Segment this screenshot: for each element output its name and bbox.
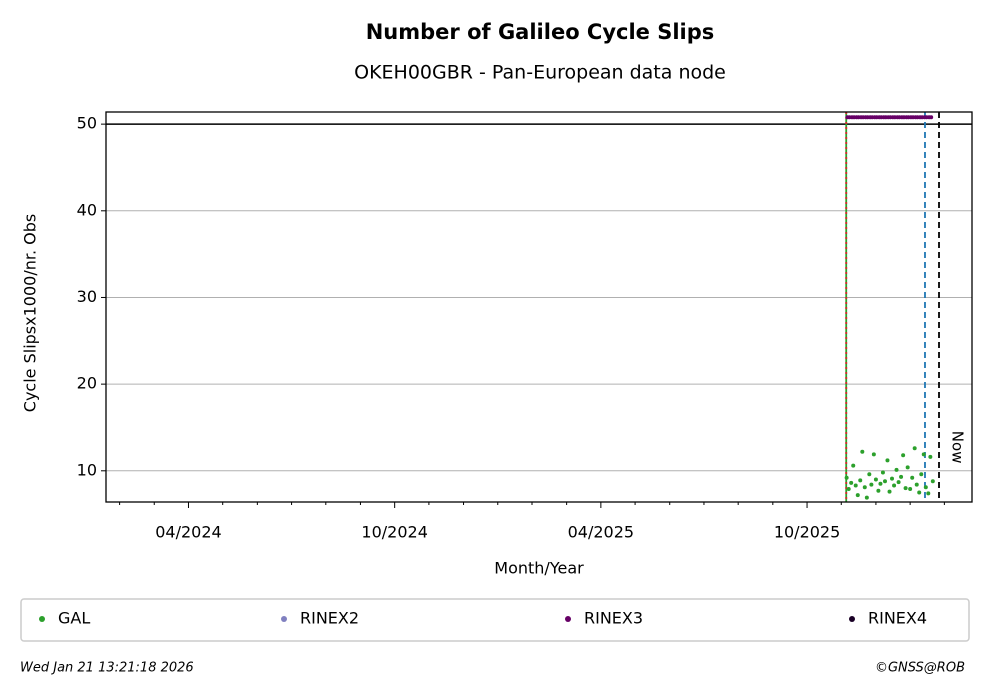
- point: [864, 495, 869, 500]
- legend-marker: [39, 616, 45, 622]
- timestamp: Wed Jan 21 13:21:18 2026: [20, 661, 194, 676]
- point: [919, 472, 924, 477]
- chart-title: Number of Galileo Cycle Slips: [366, 20, 715, 44]
- point: [929, 115, 934, 120]
- point: [858, 478, 863, 483]
- point: [930, 479, 935, 484]
- point: [899, 474, 904, 479]
- y-axis-label: Cycle Slipsx1000/nr. Obs: [21, 214, 40, 412]
- point: [844, 475, 849, 480]
- point: [894, 467, 899, 472]
- point: [849, 480, 854, 485]
- plot-frame: [105, 111, 973, 503]
- point: [901, 453, 906, 458]
- x-axis-label: Month/Year: [494, 559, 584, 578]
- x-tick-label: 10/2025: [774, 523, 840, 542]
- legend-marker: [565, 616, 571, 622]
- point: [876, 488, 881, 493]
- point: [885, 458, 890, 463]
- legend-marker: [849, 616, 855, 622]
- point: [851, 463, 856, 468]
- point: [926, 491, 931, 496]
- y-tick-label: 20: [77, 374, 97, 393]
- point: [873, 477, 878, 482]
- point: [855, 493, 860, 498]
- point: [878, 481, 883, 486]
- legend-label: RINEX4: [868, 609, 927, 628]
- point: [860, 449, 865, 454]
- legend-marker: [281, 616, 287, 622]
- point: [917, 490, 922, 495]
- point: [908, 487, 913, 491]
- point: [882, 479, 887, 484]
- point: [853, 483, 858, 488]
- point: [869, 482, 874, 487]
- point: [914, 482, 919, 487]
- point: [910, 475, 915, 480]
- point: [912, 446, 917, 451]
- point: [921, 452, 926, 457]
- point: [867, 472, 872, 477]
- x-tick-label: 04/2024: [155, 523, 221, 542]
- point: [928, 454, 933, 459]
- point: [880, 470, 885, 475]
- marker-label: Now: [949, 431, 967, 464]
- point: [896, 480, 901, 485]
- point: [903, 486, 908, 491]
- legend-label: GAL: [58, 609, 90, 628]
- credit: ©GNSS@ROB: [875, 661, 965, 676]
- x-tick-label: 04/2025: [568, 523, 634, 542]
- legend-box: [20, 598, 970, 642]
- point: [846, 487, 851, 491]
- point: [923, 485, 928, 490]
- point: [871, 452, 876, 457]
- y-tick-label: 50: [77, 114, 97, 133]
- legend-label: RINEX3: [584, 609, 643, 628]
- legend-label: RINEX2: [300, 609, 359, 628]
- chart-subtitle: OKEH00GBR - Pan-European data node: [354, 62, 726, 84]
- point: [905, 465, 910, 470]
- point: [889, 476, 894, 481]
- point: [887, 489, 892, 494]
- point: [892, 483, 897, 488]
- y-tick-label: 10: [77, 460, 97, 479]
- y-tick-label: 40: [77, 200, 97, 219]
- x-tick-label: 10/2024: [361, 523, 427, 542]
- y-tick-label: 30: [77, 287, 97, 306]
- point: [862, 485, 867, 490]
